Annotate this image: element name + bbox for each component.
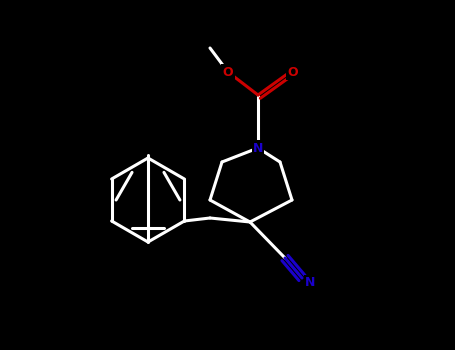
Text: N: N (253, 141, 263, 154)
Text: N: N (305, 276, 315, 289)
Text: O: O (222, 65, 233, 78)
Text: O: O (288, 65, 298, 78)
